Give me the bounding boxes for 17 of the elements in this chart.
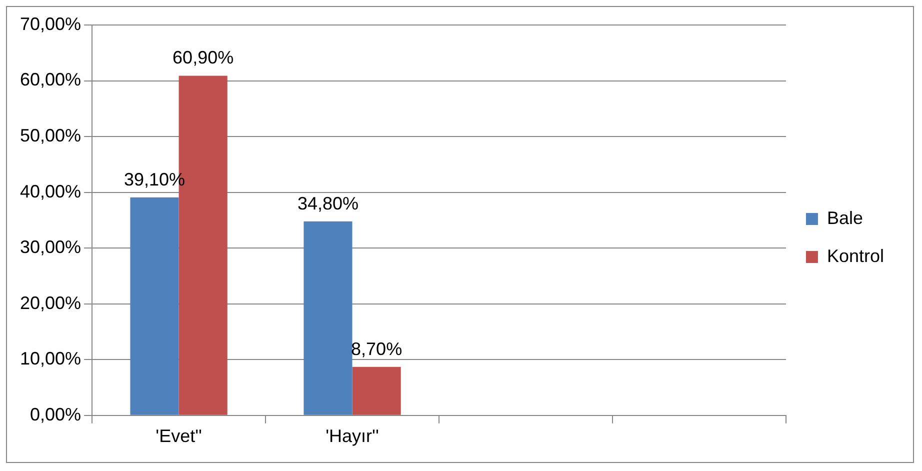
y-tick-label: 70,00% [20,14,82,34]
x-tick-label: 'Evet'' [156,426,202,446]
legend-label: Kontrol [826,246,884,266]
y-tick-label: 60,00% [20,70,82,90]
x-tick-label: 'Hayır'' [326,426,379,446]
bar [304,221,352,415]
bar [130,197,179,415]
data-label: 60,90% [172,48,234,68]
y-tick-label: 40,00% [20,181,82,202]
bar [352,366,401,415]
legend-label: Bale [826,208,863,228]
y-tick-label: 0,00% [30,404,82,424]
y-tick-label: 50,00% [20,126,82,146]
y-tick-label: 30,00% [20,237,82,258]
data-label: 34,80% [297,193,359,214]
y-tick-label: 10,00% [20,348,82,369]
y-tick-label: 20,00% [20,292,82,313]
